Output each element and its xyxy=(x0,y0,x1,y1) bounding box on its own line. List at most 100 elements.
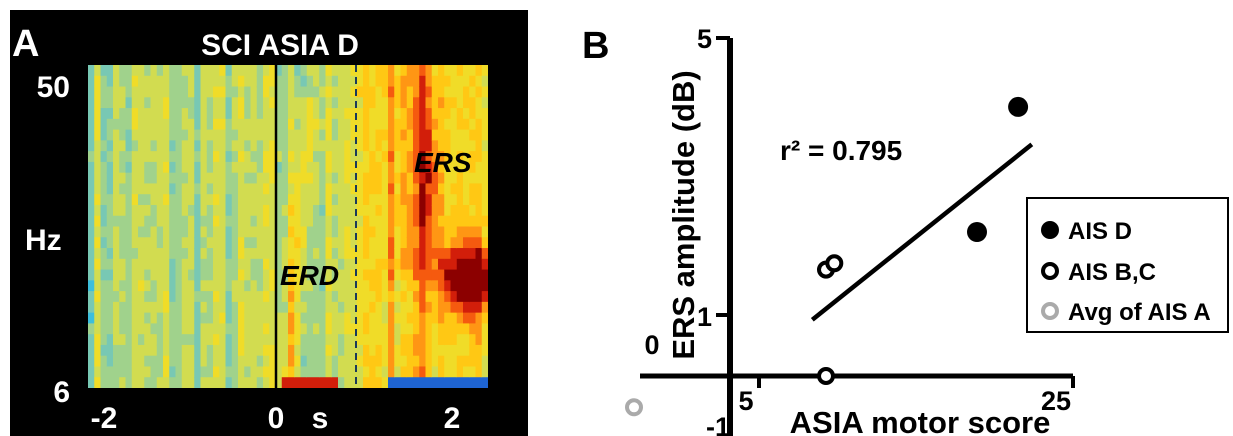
heatmap-cell xyxy=(319,75,327,88)
heatmap-cell xyxy=(463,248,470,260)
heatmap-cell xyxy=(475,248,483,260)
heatmap-cell xyxy=(438,355,445,368)
heatmap-cell xyxy=(200,312,208,324)
heatmap-cell xyxy=(138,269,145,281)
heatmap-cell xyxy=(463,366,470,378)
heatmap-cell xyxy=(369,75,377,88)
heatmap-cell xyxy=(263,323,270,335)
heatmap-cell xyxy=(456,172,464,185)
heatmap-title: SCI ASIA D xyxy=(201,29,359,62)
heatmap-cell xyxy=(250,366,258,378)
heatmap-cell xyxy=(244,291,252,303)
heatmap-cell xyxy=(288,269,295,281)
heatmap-cell xyxy=(169,248,177,260)
heatmap-cell xyxy=(238,183,245,195)
heatmap-cell xyxy=(231,258,239,271)
heatmap-cell xyxy=(169,280,177,292)
heatmap-cell xyxy=(431,344,439,357)
heatmap-cell xyxy=(138,97,145,109)
heatmap-cell xyxy=(481,140,488,152)
heatmap-cell xyxy=(244,161,252,174)
heatmap-cell xyxy=(375,215,383,228)
heatmap-cell xyxy=(338,65,345,77)
heatmap-cell xyxy=(381,161,389,174)
heatmap-cell xyxy=(250,269,258,281)
heatmap-cell xyxy=(106,183,114,195)
heatmap-cell xyxy=(294,65,302,77)
heatmap-cell xyxy=(444,75,452,88)
heatmap-cell xyxy=(413,377,420,388)
heatmap-cell xyxy=(338,248,345,260)
heatmap-cell xyxy=(438,226,445,238)
heatmap-cell xyxy=(88,269,95,281)
heatmap-cell xyxy=(119,377,127,388)
heatmap-cell xyxy=(269,215,277,228)
heatmap-cell xyxy=(356,226,364,238)
heatmap-cell xyxy=(313,151,320,163)
heatmap-cell xyxy=(94,334,102,346)
heatmap-cell xyxy=(325,344,333,357)
heatmap-cell xyxy=(213,291,220,303)
heatmap-cell xyxy=(431,301,439,314)
heatmap-cell xyxy=(131,323,139,335)
heatmap-cell xyxy=(231,237,239,249)
heatmap-cell xyxy=(131,194,139,206)
heatmap-cell xyxy=(238,151,245,163)
heatmap-cell xyxy=(194,86,202,98)
heatmap-cell xyxy=(294,151,302,163)
heatmap-cell xyxy=(363,215,370,228)
heatmap-cell xyxy=(481,172,488,185)
legend-label-ais-bc: AIS B,C xyxy=(1068,259,1156,286)
heatmap-cell xyxy=(225,65,233,77)
heatmap-cell xyxy=(206,75,214,88)
heatmap-cell xyxy=(156,194,164,206)
heatmap-cell xyxy=(106,334,114,346)
heatmap-cell xyxy=(225,258,233,271)
heatmap-cell xyxy=(156,65,164,77)
heatmap-cell xyxy=(206,377,214,388)
heatmap-cell xyxy=(425,172,433,185)
heatmap-cell xyxy=(269,344,277,357)
heatmap-cell xyxy=(219,312,227,324)
heatmap-cell xyxy=(113,161,120,174)
heatmap-cell xyxy=(294,86,302,98)
heatmap-cell xyxy=(250,377,258,388)
heatmap-cell xyxy=(313,183,320,195)
heatmap-cell xyxy=(156,183,164,195)
heatmap-cell xyxy=(356,237,364,249)
heatmap-cell xyxy=(206,183,214,195)
heatmap-cell xyxy=(225,355,233,368)
heatmap-cell xyxy=(138,75,145,88)
heatmap-cell xyxy=(469,65,477,77)
heatmap-cell xyxy=(244,194,252,206)
heatmap-cell xyxy=(194,215,202,228)
heatmap-cell xyxy=(456,86,464,98)
heatmap-cell xyxy=(319,280,327,292)
heatmap-cell xyxy=(263,258,270,271)
heatmap-cell xyxy=(106,140,114,152)
heatmap-cell xyxy=(238,280,245,292)
heatmap-cell xyxy=(481,366,488,378)
heatmap-cell xyxy=(206,151,214,163)
heatmap-cell xyxy=(225,248,233,260)
heatmap-cell xyxy=(431,215,439,228)
heatmap-cell xyxy=(319,140,327,152)
heatmap-cell xyxy=(438,75,445,88)
heatmap-cell xyxy=(169,97,177,109)
heatmap-cell xyxy=(400,97,408,109)
heatmap-cell xyxy=(394,226,402,238)
heatmap-cell xyxy=(400,301,408,314)
heatmap-cell xyxy=(463,237,470,249)
heatmap-cell xyxy=(388,355,395,368)
heatmap-cell xyxy=(225,301,233,314)
heatmap-cell xyxy=(106,151,114,163)
heatmap-cell xyxy=(119,269,127,281)
heatmap-cell xyxy=(156,161,164,174)
heatmap-cell xyxy=(369,97,377,109)
heatmap-cell xyxy=(169,355,177,368)
heatmap-cell xyxy=(325,258,333,271)
heatmap-cell xyxy=(188,161,195,174)
heatmap-cell xyxy=(169,291,177,303)
heatmap-cell xyxy=(269,172,277,185)
heatmap-cell xyxy=(175,172,183,185)
